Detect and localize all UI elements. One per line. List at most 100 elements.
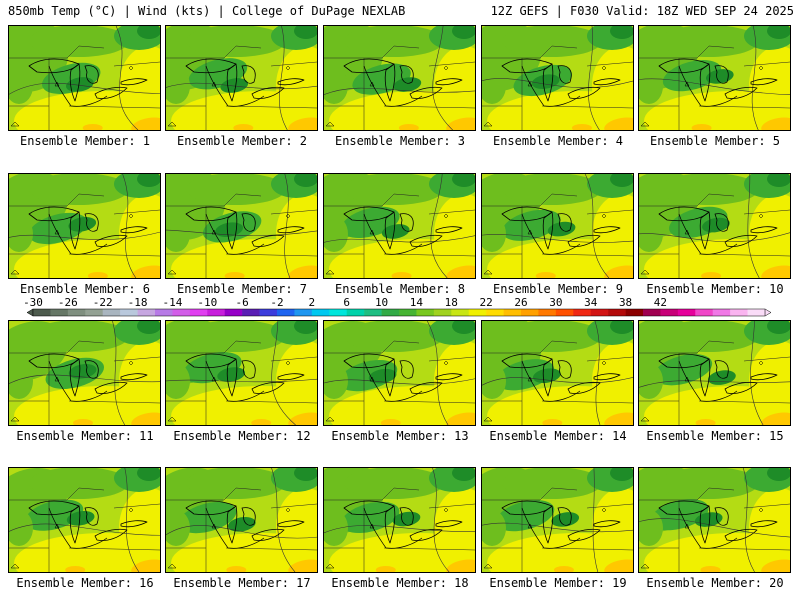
colorbar-tick-label: 34: [584, 296, 598, 309]
colorbar-swatch: [468, 309, 487, 316]
ensemble-member-label: Ensemble Member: 16: [16, 576, 154, 590]
ensemble-member-label: Ensemble Member: 2: [176, 134, 308, 148]
ensemble-map-panel: [165, 173, 318, 279]
colorbar-swatch: [259, 309, 278, 316]
temperature-field-map: [324, 26, 475, 130]
colorbar-tick-label: -18: [128, 296, 148, 309]
ensemble-member-label: Ensemble Member: 18: [331, 576, 469, 590]
colorbar-outline: [32, 308, 766, 317]
ensemble-member-label: Ensemble Member: 15: [646, 429, 784, 443]
colorbar-swatch: [608, 309, 626, 316]
temperature-field-map: [639, 468, 790, 572]
colorbar-swatch: [102, 309, 121, 316]
colorbar-swatch: [207, 309, 226, 316]
colorbar-tick-label: 42: [654, 296, 667, 309]
colorbar-swatch: [85, 309, 104, 316]
colorbar-swatch: [555, 309, 574, 316]
ensemble-member-label: Ensemble Member: 1: [19, 134, 151, 148]
colorbar-swatch: [521, 309, 539, 316]
colorbar-swatch: [120, 309, 138, 316]
ensemble-map-panel: [165, 467, 318, 573]
ensemble-map-panel: [323, 320, 476, 426]
colorbar-swatch: [660, 309, 679, 316]
colorbar-swatch: [399, 309, 417, 316]
temperature-field-map: [324, 468, 475, 572]
temperature-field-map: [166, 321, 317, 425]
temperature-field-map: [639, 321, 790, 425]
colorbar-swatch: [747, 309, 766, 316]
colorbar-swatch: [433, 309, 452, 316]
colorbar-tick-label: 10: [375, 296, 388, 309]
colorbar-tick-label: -14: [162, 296, 182, 309]
temperature-field-map: [482, 468, 633, 572]
colorbar-swatch: [381, 309, 400, 316]
colorbar-swatch: [712, 309, 731, 316]
ensemble-member-label: Ensemble Member: 6: [19, 282, 151, 296]
temperature-field-map: [324, 321, 475, 425]
colorbar-tick-label: 30: [549, 296, 562, 309]
ensemble-member-label: Ensemble Member: 3: [334, 134, 466, 148]
temperature-field-map: [482, 26, 633, 130]
ensemble-member-label: Ensemble Member: 8: [334, 282, 466, 296]
ensemble-member-label: Ensemble Member: 5: [649, 134, 781, 148]
ensemble-member-label: Ensemble Member: 4: [492, 134, 624, 148]
product-title: 850mb Temp (°C) | Wind (kts) | College o…: [8, 4, 406, 18]
colorbar-tick-label: -6: [236, 296, 249, 309]
ensemble-map-panel: [8, 467, 161, 573]
colorbar-tick-label: 6: [343, 296, 350, 309]
ensemble-member-label: Ensemble Member: 19: [489, 576, 627, 590]
ensemble-member-label: Ensemble Member: 17: [173, 576, 311, 590]
colorbar-tick-label: -10: [197, 296, 217, 309]
ensemble-member-label: Ensemble Member: 7: [176, 282, 308, 296]
ensemble-member-label: Ensemble Member: 9: [492, 282, 624, 296]
ensemble-member-label: Ensemble Member: 10: [646, 282, 784, 296]
colorbar-swatch: [33, 309, 51, 316]
colorbar-swatch: [573, 309, 592, 316]
temperature-field-map: [166, 26, 317, 130]
colorbar-tick-label: 2: [309, 296, 316, 309]
ensemble-member-label: Ensemble Member: 12: [173, 429, 311, 443]
ensemble-map-panel: [481, 25, 634, 131]
colorbar-tick-label: 18: [445, 296, 458, 309]
colorbar-swatch: [677, 309, 696, 316]
temperature-field-map: [482, 321, 633, 425]
colorbar-swatch: [242, 309, 260, 316]
colorbar-swatch: [346, 309, 365, 316]
temperature-field-map: [9, 174, 160, 278]
ensemble-map-panel: [638, 25, 791, 131]
colorbar-swatch: [625, 309, 644, 316]
ensemble-map-panel: [8, 320, 161, 426]
colorbar-tick-label: 26: [514, 296, 527, 309]
temperature-field-map: [166, 174, 317, 278]
ensemble-map-panel: [481, 320, 634, 426]
colorbar-swatch: [590, 309, 609, 316]
colorbar-tick-label: 14: [410, 296, 424, 309]
colorbar-swatch: [364, 309, 382, 316]
temperature-field-map: [639, 26, 790, 130]
colorbar-swatch: [329, 309, 348, 316]
colorbar-tick-label: -26: [58, 296, 78, 309]
temperature-colorbar: -30 -26 -22 -18 -14 -10 -6 -2 2 6 10 14 18 22 26 30 34 38…: [23, 296, 772, 317]
ensemble-member-label: Ensemble Member: 14: [489, 429, 627, 443]
run-info: 12Z GEFS | F030 Valid: 18Z WED SEP 24 20…: [490, 4, 794, 18]
ensemble-map-panel: [8, 173, 161, 279]
temperature-field-map: [166, 468, 317, 572]
ensemble-member-label: Ensemble Member: 20: [646, 576, 784, 590]
temperature-field-map: [324, 174, 475, 278]
ensemble-map-panel: [323, 173, 476, 279]
temperature-field-map: [482, 174, 633, 278]
colorbar-swatch: [294, 309, 313, 316]
ensemble-map-panel: [481, 467, 634, 573]
ensemble-map-panel: [8, 25, 161, 131]
colorbar-swatch: [137, 309, 156, 316]
colorbar-tick-label: -22: [93, 296, 113, 309]
colorbar-swatch: [643, 309, 661, 316]
temperature-field-map: [9, 321, 160, 425]
ensemble-map-panel: [481, 173, 634, 279]
colorbar-swatch: [311, 309, 330, 316]
colorbar-tick-label: 22: [480, 296, 493, 309]
temperature-field-map: [639, 174, 790, 278]
colorbar-swatch: [538, 309, 557, 316]
colorbar-swatch: [50, 309, 69, 316]
colorbar-swatch: [503, 309, 522, 316]
